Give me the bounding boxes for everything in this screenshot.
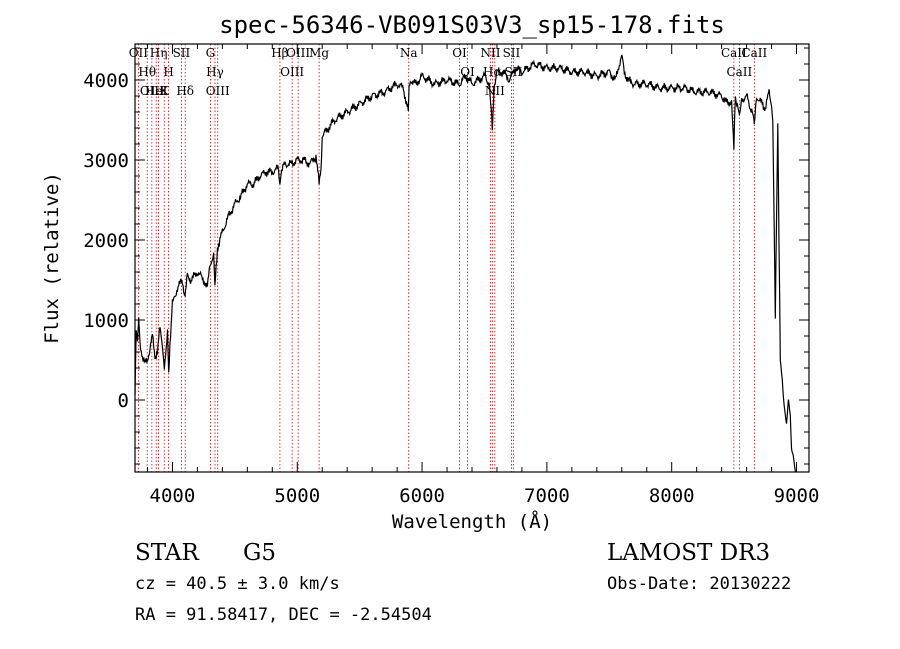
y-tick-label: 2000 <box>83 230 129 252</box>
x-tick-label: 8000 <box>649 485 695 507</box>
spectral-line-label-6: H <box>163 65 173 79</box>
spectral-line-labels: OIIHθOIIIHeIHηKHSIIHδGHγOIIIHβOIIIOIIIMg… <box>129 46 768 98</box>
y-ticks: 0 1000 2000 3000 4000 <box>83 47 809 465</box>
x-tick-label: 5000 <box>274 485 320 507</box>
x-ticks: 4000 5000 6000 7000 8000 9000 <box>146 44 820 507</box>
y-tick-label: 3000 <box>83 150 129 172</box>
spectral-line-label-8: Hδ <box>176 84 194 98</box>
redshift-value: cz = 40.5 ± 3.0 km/s <box>135 574 340 594</box>
spectral-line-label-14: OIII <box>286 46 310 60</box>
spectrum-line <box>134 54 797 473</box>
spectral-line-label-7: SII <box>173 46 191 60</box>
observation-date: Obs-Date: 20130222 <box>607 574 791 594</box>
x-tick-label: 6000 <box>399 485 445 507</box>
x-axis-label: Wavelength (Å) <box>392 510 552 533</box>
spectral-line-label-20: Hα <box>483 65 502 79</box>
spectral-line-markers <box>137 44 755 472</box>
spectral-line-label-12: Hβ <box>271 46 288 60</box>
y-axis-label: Flux (relative) <box>41 172 63 344</box>
spectral-line-label-9: G <box>206 46 216 60</box>
spectral-line-label-24: CaII <box>721 46 747 60</box>
spectral-line-label-13: OIII <box>280 65 304 79</box>
spectral-line-label-19: NII <box>480 46 500 60</box>
object-type: STAR <box>135 540 199 566</box>
spectral-line-label-18: OI <box>460 65 475 79</box>
object-subclass: G5 <box>243 540 276 566</box>
plot-frame <box>134 43 810 473</box>
y-tick-label: 4000 <box>83 70 129 92</box>
x-tick-label: 4000 <box>150 485 196 507</box>
survey-name: LAMOST DR3 <box>607 540 770 566</box>
spectral-line-label-16: Na <box>400 46 418 60</box>
spectral-line-label-22: SII <box>503 46 521 60</box>
spectral-line-label-17: OI <box>452 46 467 60</box>
spectral-line-label-5: K <box>160 84 170 98</box>
x-tick-label: 9000 <box>774 485 820 507</box>
spectral-line-label-4: Hη <box>150 46 168 60</box>
x-tick-label: 7000 <box>524 485 570 507</box>
spectral-line-label-2: OIII <box>140 84 164 98</box>
spectral-line-label-15: Mg <box>309 46 329 60</box>
spectral-line-label-3: HeI <box>145 84 168 98</box>
coordinates: RA = 91.58417, DEC = -2.54504 <box>135 605 432 625</box>
spectral-line-label-10: Hγ <box>206 65 224 79</box>
chart-title: spec-56346-VB091S03V3_sp15-178.fits <box>219 11 725 39</box>
spectral-line-label-11: OIII <box>206 84 230 98</box>
y-tick-label: 0 <box>118 390 129 412</box>
spectral-line-label-1: Hθ <box>138 65 156 79</box>
y-tick-label: 1000 <box>83 310 129 332</box>
spectral-line-label-0: OII <box>129 46 149 60</box>
spectral-line-label-25: CaII <box>726 65 752 79</box>
spectral-line-label-26: CaII <box>741 46 767 60</box>
